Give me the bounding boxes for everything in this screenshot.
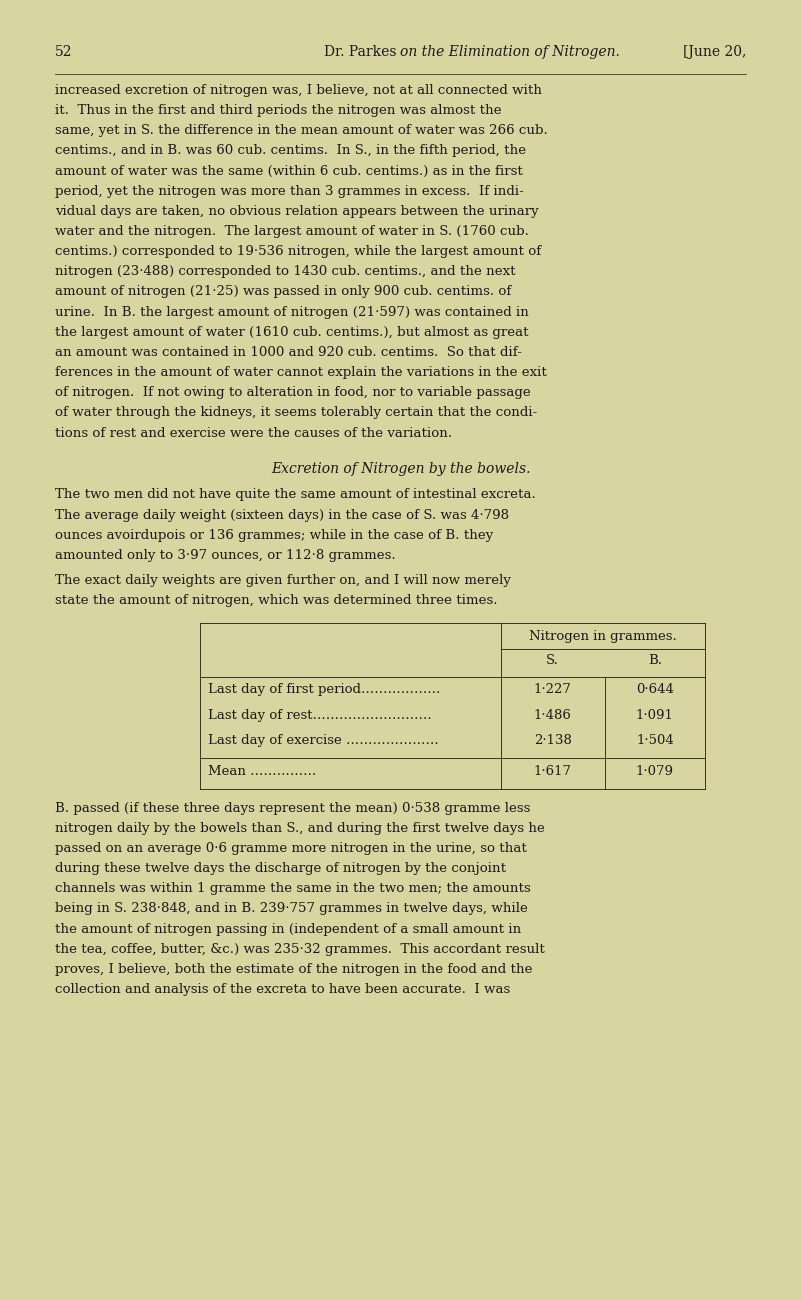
Text: 1·079: 1·079: [636, 766, 674, 779]
Text: state the amount of nitrogen, which was determined three times.: state the amount of nitrogen, which was …: [55, 594, 497, 607]
Text: being in S. 238·848, and in B. 239·757 grammes in twelve days, while: being in S. 238·848, and in B. 239·757 g…: [55, 902, 528, 915]
Text: tions of rest and exercise were the causes of the variation.: tions of rest and exercise were the caus…: [55, 426, 452, 439]
Text: 2·138: 2·138: [533, 733, 572, 746]
Text: 0·644: 0·644: [636, 684, 674, 697]
Text: Nitrogen in grammes.: Nitrogen in grammes.: [529, 630, 677, 644]
Text: the largest amount of water (1610 cub. centims.), but almost as great: the largest amount of water (1610 cub. c…: [55, 326, 529, 339]
Text: 1·486: 1·486: [533, 708, 572, 722]
Text: ounces avoirdupois or 136 grammes; while in the case of B. they: ounces avoirdupois or 136 grammes; while…: [55, 529, 493, 542]
Text: of nitrogen.  If not owing to alteration in food, nor to variable passage: of nitrogen. If not owing to alteration …: [55, 386, 531, 399]
Text: The exact daily weights are given further on, and I will now merely: The exact daily weights are given furthe…: [55, 575, 511, 588]
Text: Mean ……………: Mean ……………: [208, 766, 316, 779]
Text: Last day of rest………………………: Last day of rest………………………: [208, 708, 432, 722]
Text: collection and analysis of the excreta to have been accurate.  I was: collection and analysis of the excreta t…: [55, 983, 510, 996]
Text: of water through the kidneys, it seems tolerably certain that the condi-: of water through the kidneys, it seems t…: [55, 407, 537, 420]
Text: an amount was contained in 1000 and 920 cub. centims.  So that dif-: an amount was contained in 1000 and 920 …: [55, 346, 522, 359]
Text: B. passed (if these three days represent the mean) 0·538 gramme less: B. passed (if these three days represent…: [55, 802, 530, 815]
Text: Dr. Parkes: Dr. Parkes: [324, 46, 400, 58]
Text: centims., and in B. was 60 cub. centims.  In S., in the fifth period, the: centims., and in B. was 60 cub. centims.…: [55, 144, 526, 157]
Text: the tea, coffee, butter, &c.) was 235·32 grammes.  This accordant result: the tea, coffee, butter, &c.) was 235·32…: [55, 942, 545, 956]
Text: amount of water was the same (within 6 cub. centims.) as in the first: amount of water was the same (within 6 c…: [55, 165, 523, 178]
Text: passed on an average 0·6 gramme more nitrogen in the urine, so that: passed on an average 0·6 gramme more nit…: [55, 842, 527, 855]
Text: ferences in the amount of water cannot explain the variations in the exit: ferences in the amount of water cannot e…: [55, 367, 547, 380]
Text: the amount of nitrogen passing in (independent of a small amount in: the amount of nitrogen passing in (indep…: [55, 923, 521, 936]
Text: The average daily weight (sixteen days) in the case of S. was 4·798: The average daily weight (sixteen days) …: [55, 508, 509, 521]
Text: Last day of first period………………: Last day of first period………………: [208, 684, 441, 697]
Text: period, yet the nitrogen was more than 3 grammes in excess.  If indi-: period, yet the nitrogen was more than 3…: [55, 185, 524, 198]
Text: nitrogen daily by the bowels than S., and during the first twelve days he: nitrogen daily by the bowels than S., an…: [55, 822, 545, 835]
Text: vidual days are taken, no obvious relation appears between the urinary: vidual days are taken, no obvious relati…: [55, 205, 538, 218]
Text: [June 20,: [June 20,: [682, 46, 746, 58]
Text: 1·504: 1·504: [636, 733, 674, 746]
Text: it.  Thus in the first and third periods the nitrogen was almost the: it. Thus in the first and third periods …: [55, 104, 501, 117]
Text: 52: 52: [55, 46, 73, 58]
Text: The two men did not have quite the same amount of intestinal excreta.: The two men did not have quite the same …: [55, 489, 536, 502]
Text: on the Elimination of Nitrogen.: on the Elimination of Nitrogen.: [400, 46, 621, 58]
Text: amount of nitrogen (21·25) was passed in only 900 cub. centims. of: amount of nitrogen (21·25) was passed in…: [55, 286, 511, 299]
Text: increased excretion of nitrogen was, I believe, not at all connected with: increased excretion of nitrogen was, I b…: [55, 84, 542, 98]
Text: Last day of exercise …………………: Last day of exercise …………………: [208, 733, 439, 746]
Text: 1·227: 1·227: [533, 684, 572, 697]
Text: nitrogen (23·488) corresponded to 1430 cub. centims., and the next: nitrogen (23·488) corresponded to 1430 c…: [55, 265, 516, 278]
Text: same, yet in S. the difference in the mean amount of water was 266 cub.: same, yet in S. the difference in the me…: [55, 125, 548, 138]
Text: during these twelve days the discharge of nitrogen by the conjoint: during these twelve days the discharge o…: [55, 862, 506, 875]
Text: channels was within 1 gramme the same in the two men; the amounts: channels was within 1 gramme the same in…: [55, 883, 531, 896]
Text: 1·617: 1·617: [533, 766, 572, 779]
Text: S.: S.: [546, 654, 559, 667]
Text: 1·091: 1·091: [636, 708, 674, 722]
Text: Excretion of Nitrogen by the bowels.: Excretion of Nitrogen by the bowels.: [271, 463, 530, 476]
Text: centims.) corresponded to 19·536 nitrogen, while the largest amount of: centims.) corresponded to 19·536 nitroge…: [55, 246, 541, 259]
Text: proves, I believe, both the estimate of the nitrogen in the food and the: proves, I believe, both the estimate of …: [55, 963, 533, 976]
Text: water and the nitrogen.  The largest amount of water in S. (1760 cub.: water and the nitrogen. The largest amou…: [55, 225, 529, 238]
Text: amounted only to 3·97 ounces, or 112·8 grammes.: amounted only to 3·97 ounces, or 112·8 g…: [55, 549, 396, 562]
Text: B.: B.: [648, 654, 662, 667]
Text: urine.  In B. the largest amount of nitrogen (21·597) was contained in: urine. In B. the largest amount of nitro…: [55, 306, 529, 318]
